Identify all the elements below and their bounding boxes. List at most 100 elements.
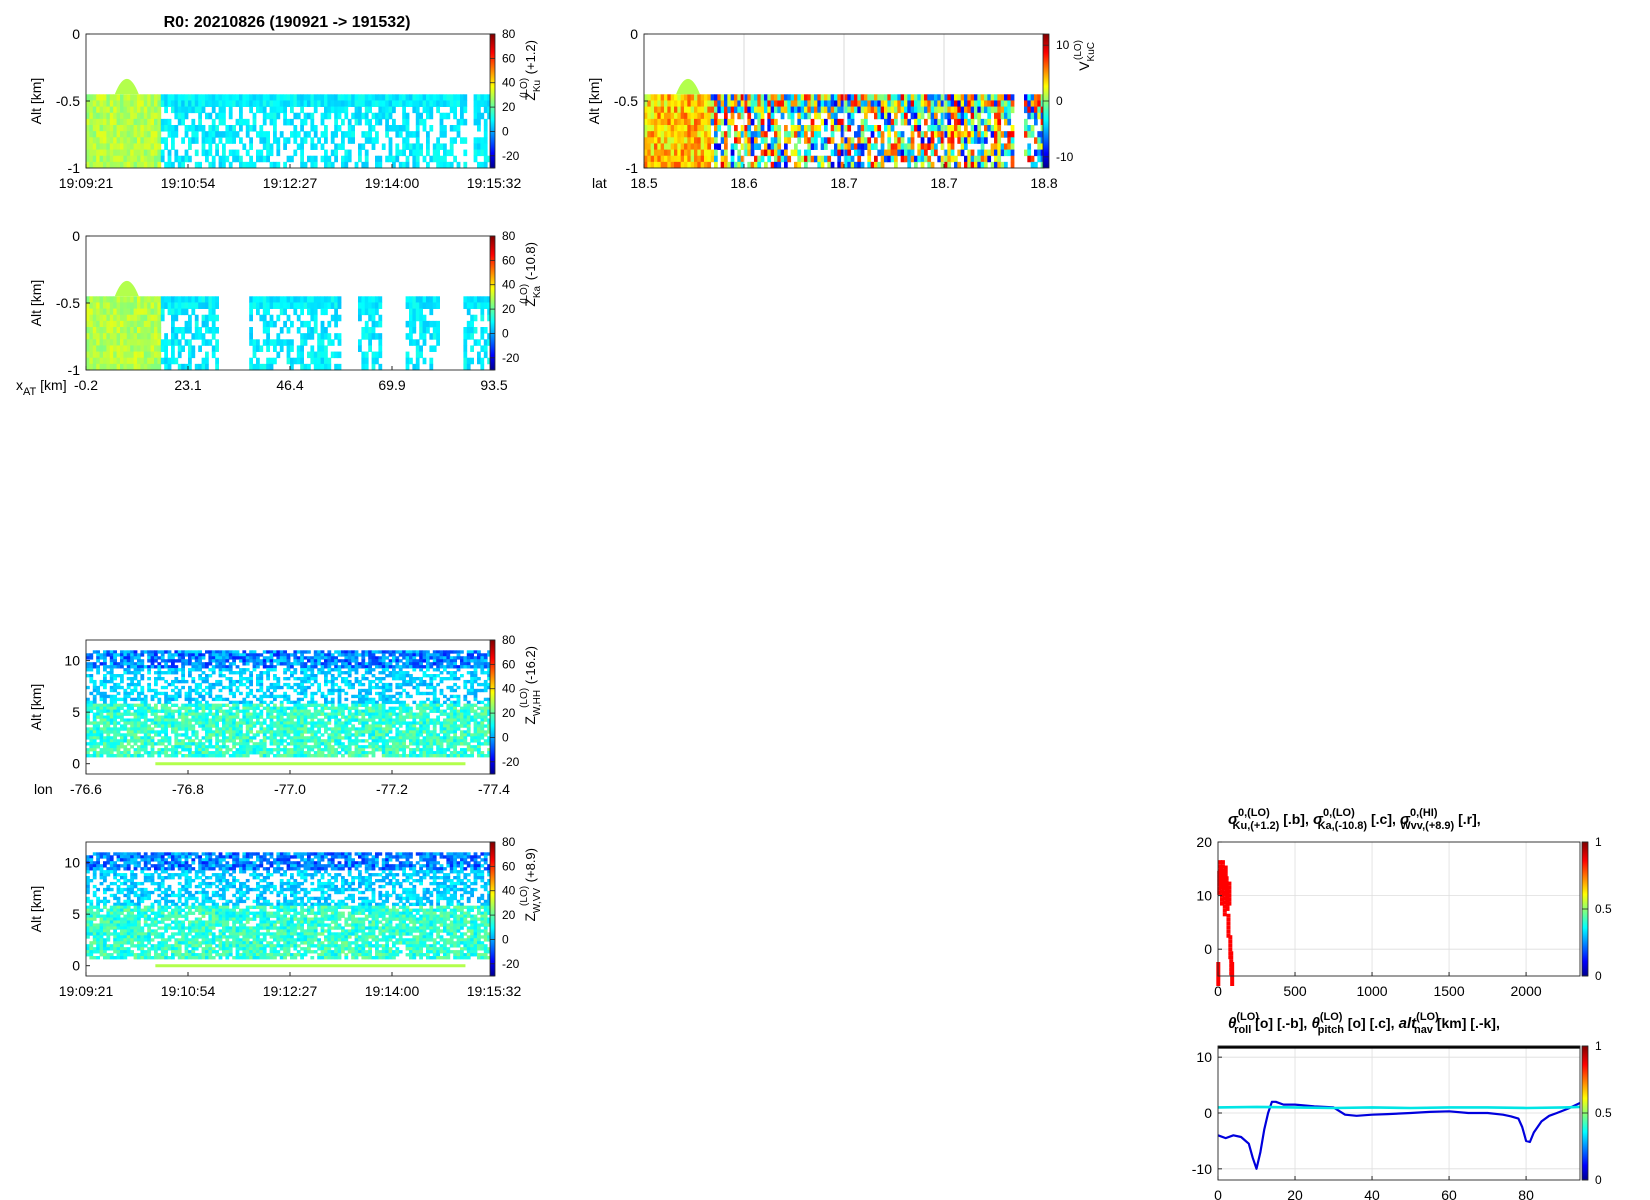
zwhh-cell: [317, 730, 321, 734]
zka-cell: [419, 333, 423, 340]
zku-cell: [361, 143, 366, 150]
vku-cell: [970, 137, 975, 144]
zwhh-cell: [327, 751, 332, 755]
zku-cell: [429, 100, 434, 107]
zku-cell: [150, 94, 155, 101]
vku-cell: [1000, 131, 1005, 138]
zwhh-cell: [256, 674, 260, 678]
zwhh-cell: [194, 668, 199, 672]
zku-cell: [109, 118, 114, 126]
zku-cell: [140, 131, 145, 138]
vku-cell: [920, 106, 925, 114]
zwhh-cell: [205, 691, 209, 696]
vku-cell: [850, 155, 855, 163]
zka-cell: [143, 302, 148, 309]
zku-cell: [392, 118, 396, 126]
zwhh-cell: [256, 688, 260, 693]
zka-cell: [198, 327, 202, 334]
zwhh-cell: [252, 709, 257, 713]
zka-cell: [337, 296, 342, 303]
zku-cell: [405, 112, 410, 120]
vku-cell: [754, 100, 758, 107]
zka-cell: [123, 345, 128, 352]
zwhh-cell: [337, 700, 342, 705]
zwhh-cell: [273, 676, 277, 681]
zwhh-cell: [140, 712, 145, 716]
zku-cell: [473, 155, 478, 163]
zwhh-cell: [327, 745, 332, 749]
vku-cell: [777, 161, 782, 169]
zwhh-cell: [215, 703, 219, 708]
vku-cell: [887, 94, 892, 101]
zka-cell: [293, 296, 298, 303]
vku-cell: [697, 149, 702, 157]
zwhh-cell: [201, 736, 206, 740]
vku-cell: [967, 100, 972, 107]
zwhh-cell: [194, 688, 199, 693]
vku-cell: [844, 143, 848, 150]
vku-cell: [847, 137, 852, 144]
zku-cell: [463, 118, 468, 126]
zka-cell: [324, 296, 328, 303]
zku-cell: [290, 106, 294, 114]
zku-cell: [347, 94, 352, 101]
vku-colorbar-title: VKuC(LO): [1073, 40, 1097, 71]
zku-cell: [395, 125, 400, 132]
zka-cell: [429, 296, 434, 303]
vku-cell: [680, 112, 685, 120]
zwhh-cell: [283, 724, 287, 728]
zwhh-cell: [225, 659, 230, 663]
zku-cell: [327, 155, 332, 163]
vku-cell: [930, 94, 935, 101]
zku-cell: [429, 125, 434, 132]
zwhh-cell: [160, 730, 165, 734]
zwhh-cell: [167, 748, 172, 752]
zku-cell: [463, 94, 468, 101]
vku-cell: [757, 118, 762, 126]
zka-cell: [143, 327, 148, 334]
zwhh-cell: [205, 706, 209, 710]
zka-cell: [483, 339, 488, 346]
zku-cell: [96, 131, 100, 138]
zwhh-cell: [276, 650, 281, 654]
zwhh-cell: [324, 659, 328, 663]
zwhh-cell: [327, 668, 332, 672]
zka-cell: [470, 333, 474, 340]
zwhh-cell: [330, 691, 335, 696]
vku-cell: [674, 94, 678, 101]
zwhh-cell: [137, 754, 141, 758]
zwhh-cell: [174, 679, 179, 684]
zku-cell: [477, 143, 481, 150]
zwhh-cell: [286, 748, 291, 752]
zwhh-cell: [344, 679, 349, 684]
zka-cell: [103, 308, 107, 316]
zka-cell: [198, 363, 202, 371]
vku-cell: [790, 149, 795, 157]
zwhh-cell: [160, 709, 165, 713]
vku-cell: [900, 143, 905, 150]
zwhh-cell: [235, 748, 240, 752]
zwhh-cell: [303, 736, 308, 740]
zwhh-cell: [256, 682, 260, 687]
zku-cell: [171, 137, 175, 144]
vku-cell: [920, 149, 925, 157]
zku-cell: [181, 161, 185, 169]
zwhh-cell: [113, 665, 117, 669]
zwhh-cell: [222, 685, 226, 690]
zwhh-cell: [293, 676, 298, 681]
vku-cell: [884, 118, 888, 126]
zwhh-cell: [92, 685, 97, 690]
zwhh-cell: [324, 715, 328, 719]
zku-cell: [385, 155, 389, 163]
vku-cell: [910, 112, 915, 120]
zwhh-cell: [92, 718, 97, 722]
zwhh-cell: [113, 739, 117, 743]
zka-cell: [249, 327, 253, 334]
vku-cell: [744, 94, 748, 101]
vku-cell: [784, 149, 788, 157]
zwhh-cell: [273, 668, 277, 672]
vku-cell: [927, 106, 932, 114]
zwhh-cell: [242, 653, 247, 657]
vku-cell: [1007, 118, 1012, 126]
zka-cell: [317, 333, 321, 340]
